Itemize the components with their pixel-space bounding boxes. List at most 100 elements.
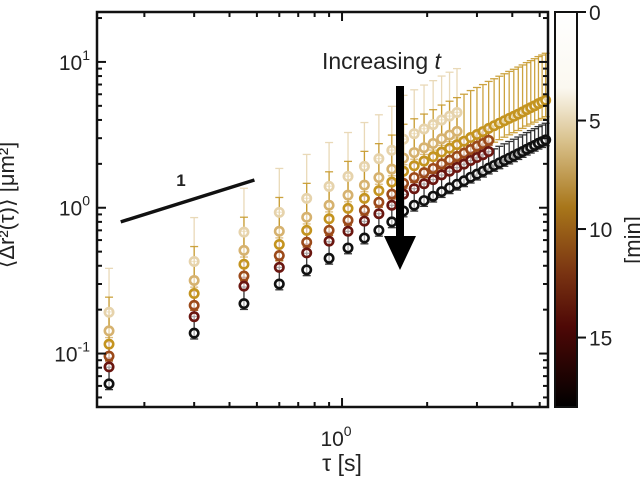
- slope-line: [120, 178, 255, 224]
- y-tick-label: 101: [59, 47, 90, 75]
- series-1-points: [103, 106, 463, 318]
- arrow-text: Increasing t: [322, 48, 443, 74]
- colorbar-gradient: [554, 11, 578, 408]
- data-point: [103, 361, 115, 373]
- data-point: [373, 185, 385, 197]
- error-bar: [538, 54, 547, 120]
- colorbar-tick-label: 10: [589, 219, 612, 242]
- data-point: [301, 236, 313, 248]
- data-point: [427, 174, 439, 186]
- colorbar-tick-label: 0: [589, 2, 601, 25]
- data-point: [188, 255, 200, 267]
- series-3-points: [103, 94, 552, 350]
- data-point: [188, 327, 200, 339]
- data-point: [188, 299, 200, 311]
- data-point: [418, 155, 430, 167]
- data-point: [386, 176, 398, 188]
- data-point: [342, 225, 354, 237]
- y-tick-label: 100: [59, 193, 90, 221]
- series-4-points: [103, 134, 495, 362]
- y-axis-label: ⟨Δr²(τ)⟩ [μm²]: [0, 142, 19, 269]
- data-point: [386, 144, 398, 156]
- data-point: [301, 247, 313, 259]
- arrow-shaft: [396, 86, 404, 238]
- data-point: [408, 128, 420, 140]
- error-bar: [530, 58, 539, 123]
- data-point: [323, 224, 335, 236]
- data-point: [188, 274, 200, 286]
- data-point: [373, 224, 385, 236]
- data-point: [323, 235, 335, 247]
- data-point: [373, 208, 385, 220]
- data-point: [342, 242, 354, 254]
- data-point: [418, 195, 430, 207]
- data-point: [418, 123, 430, 135]
- data-point: [103, 350, 115, 362]
- data-point: [427, 190, 439, 202]
- data-point: [358, 232, 370, 244]
- error-bar: [505, 70, 514, 136]
- data-point: [301, 211, 313, 223]
- data-point: [358, 204, 370, 216]
- series-5-points: [103, 146, 495, 373]
- data-point: [238, 270, 250, 282]
- error-bar: [509, 68, 518, 134]
- data-point: [188, 288, 200, 300]
- data-point: [418, 167, 430, 179]
- data-point: [427, 137, 439, 149]
- colorbar-tick-label: 15: [589, 328, 612, 351]
- series-2-points: [103, 125, 463, 337]
- data-point: [342, 170, 354, 182]
- data-point: [301, 192, 313, 204]
- data-point: [103, 306, 115, 318]
- data-point: [451, 125, 463, 137]
- error-bar: [514, 66, 523, 132]
- data-point: [418, 142, 430, 154]
- error-bar: [495, 75, 504, 141]
- data-point: [342, 214, 354, 226]
- x-tick-label: 100: [320, 423, 351, 451]
- data-point: [238, 258, 250, 270]
- data-point: [238, 280, 250, 292]
- data-point: [427, 162, 439, 174]
- arrow-down-icon: [384, 236, 416, 270]
- error-bar: [526, 59, 535, 125]
- data-point: [427, 151, 439, 163]
- data-point: [273, 278, 285, 290]
- data-point: [238, 244, 250, 256]
- y-axis-title: ⟨Δr²(τ)⟩ [μm²]: [0, 142, 19, 269]
- data-point: [386, 216, 398, 228]
- data-point: [273, 261, 285, 273]
- data-point: [483, 146, 495, 158]
- series-2: [105, 111, 461, 339]
- data-point: [358, 179, 370, 191]
- data-point: [323, 252, 335, 264]
- data-point: [103, 378, 115, 390]
- data-point: [342, 202, 354, 214]
- data-point: [408, 199, 420, 211]
- axes: 101 100 10-1 100: [54, 10, 550, 451]
- data-point: [301, 224, 313, 236]
- colorbar-label: [min]: [620, 216, 640, 264]
- data-point: [427, 119, 439, 131]
- data-point: [483, 134, 495, 146]
- data-point: [373, 153, 385, 165]
- data-point: [451, 106, 463, 118]
- x-axis-title: τ [s]: [322, 450, 362, 476]
- data-point: [301, 264, 313, 276]
- data-point: [188, 311, 200, 323]
- data-marks: [103, 52, 552, 391]
- data-point: [386, 188, 398, 200]
- y-tick-label: 10-1: [54, 339, 90, 367]
- data-point: [358, 192, 370, 204]
- colorbar-tick-label: 5: [589, 111, 601, 134]
- slope-label: 1: [176, 171, 185, 190]
- data-point: [323, 213, 335, 225]
- increasing-t-annotation: Increasing t: [322, 48, 443, 270]
- data-point: [238, 226, 250, 238]
- colorbar: 0 5 10 15 [min]: [554, 2, 640, 408]
- data-point: [386, 199, 398, 211]
- data-point: [373, 172, 385, 184]
- data-point: [408, 160, 420, 172]
